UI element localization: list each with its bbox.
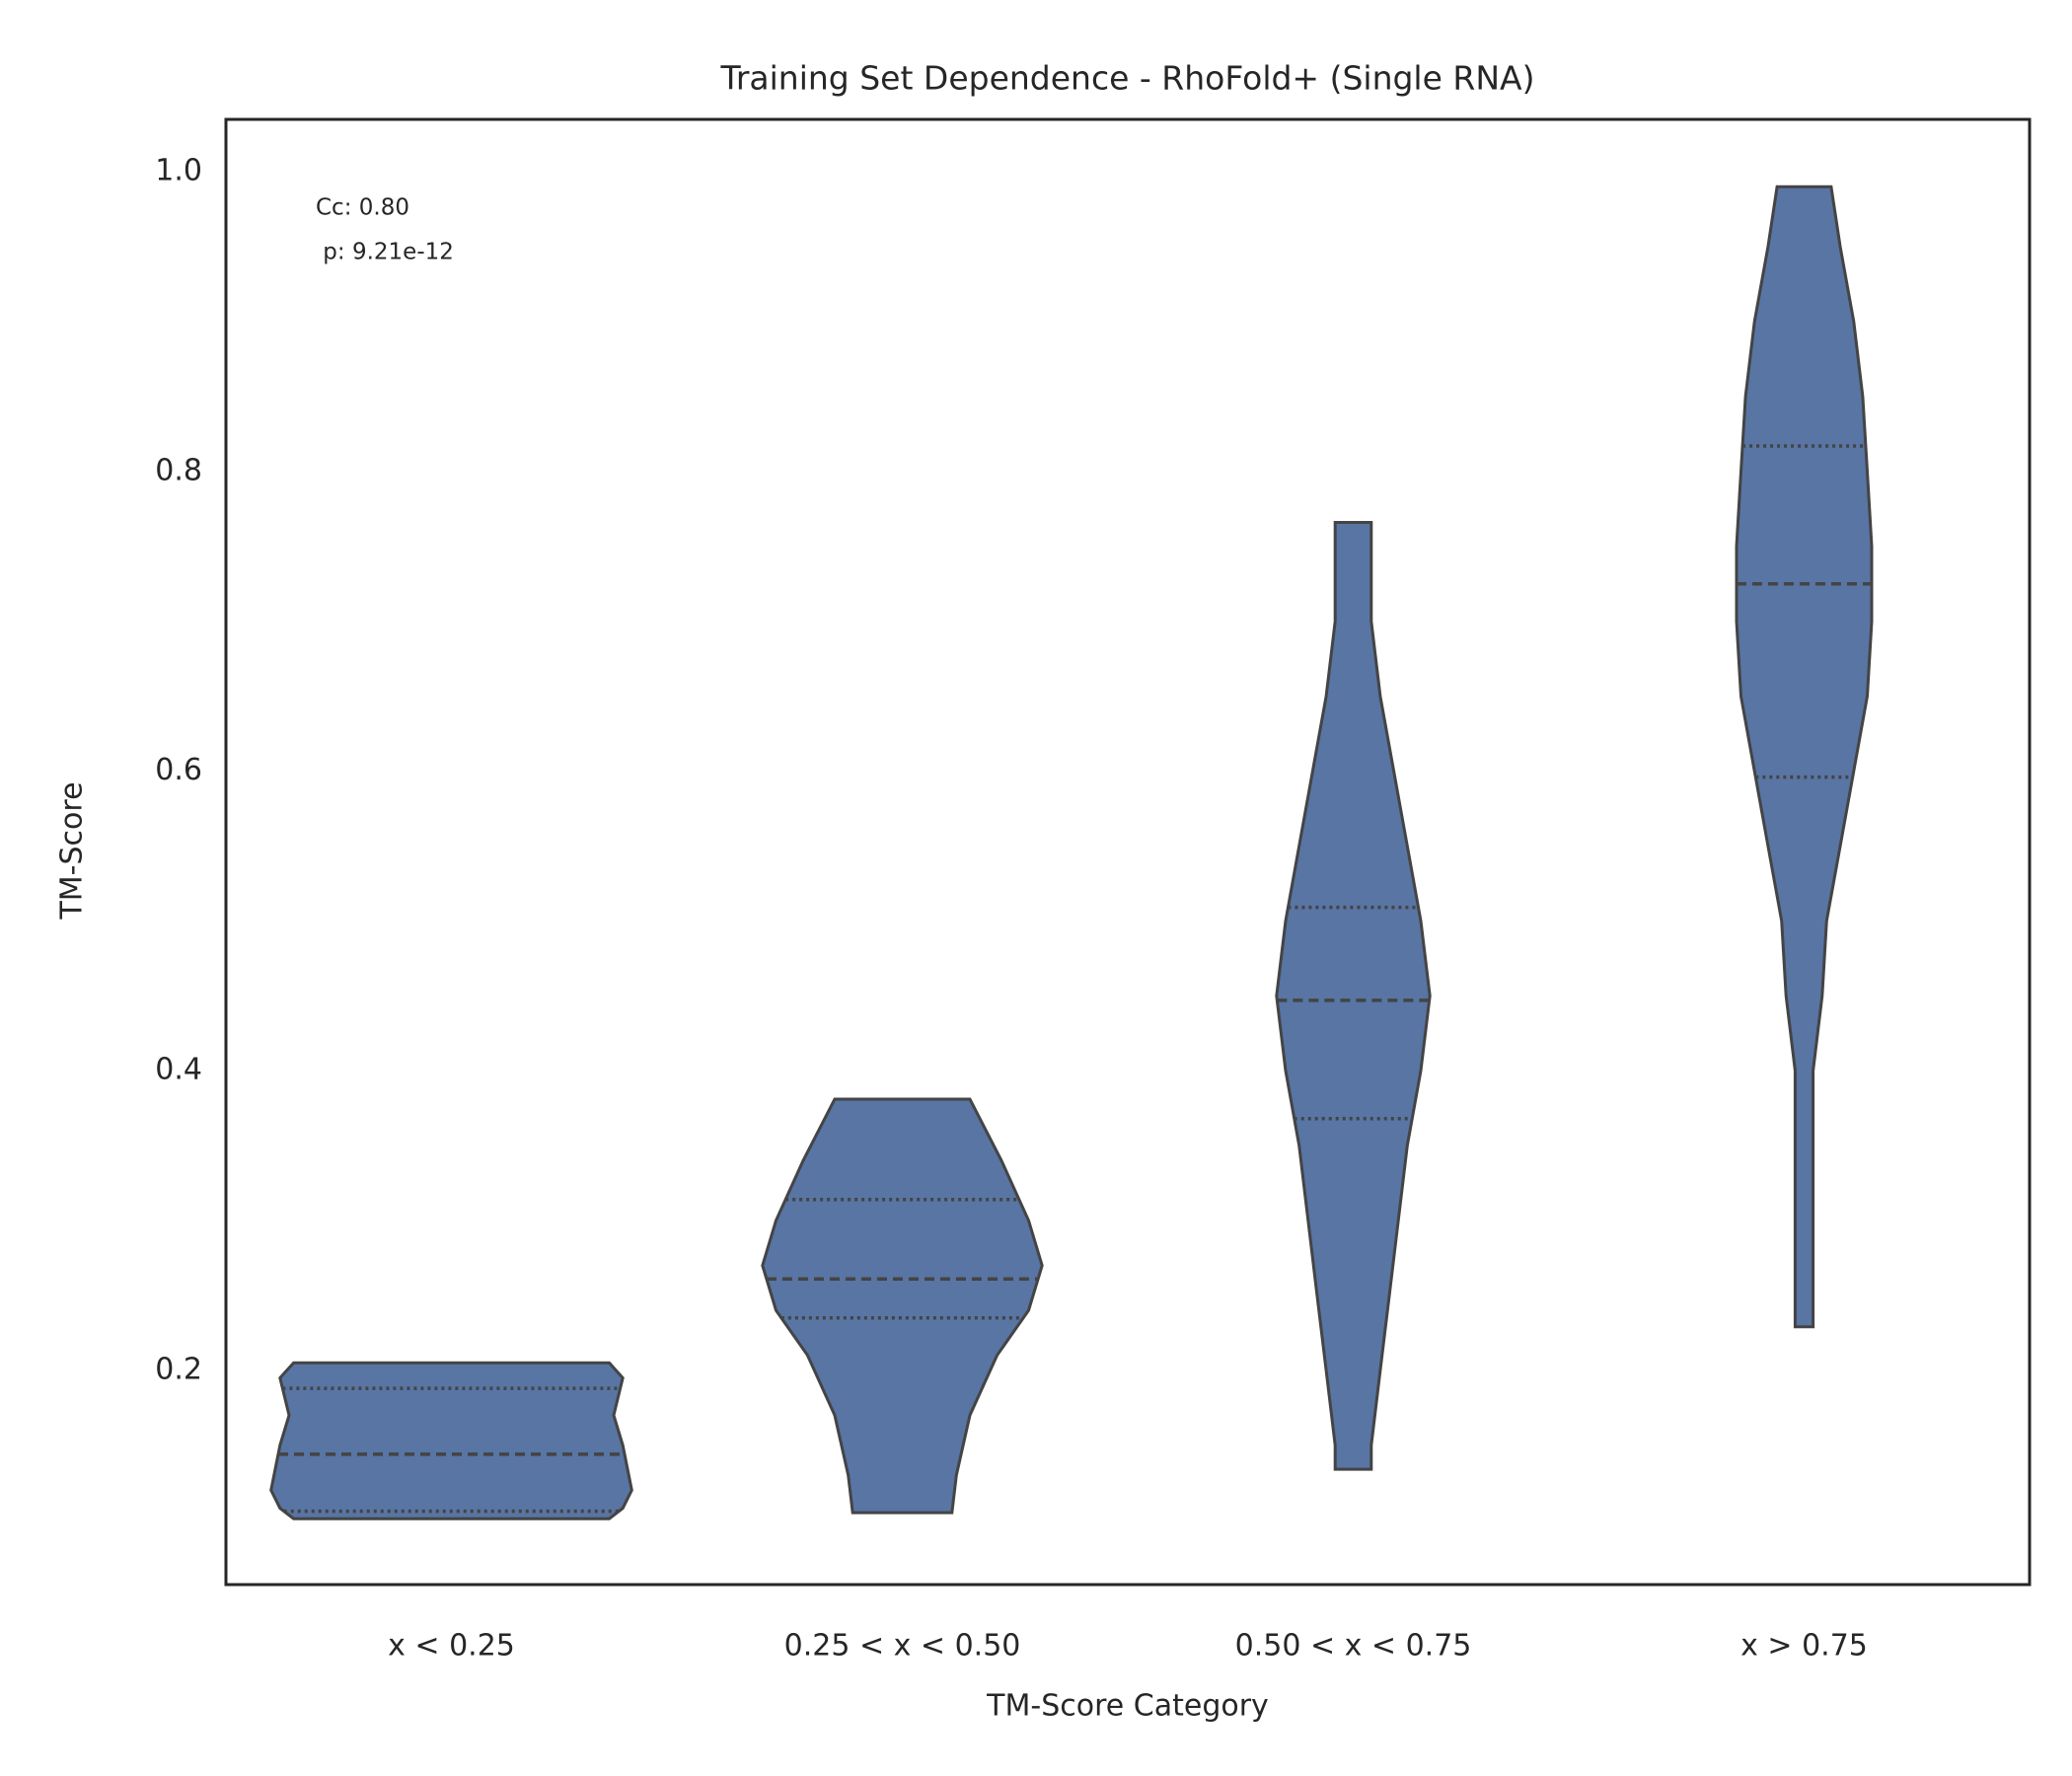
y-tick-label: 0.6 [155,753,202,787]
y-axis-label: TM-Score [55,781,90,920]
x-axis-label: TM-Score Category [986,1689,1269,1724]
x-tick-label: x > 0.75 [1740,1629,1868,1664]
y-tick-label: 1.0 [155,154,202,188]
y-tick-label: 0.4 [155,1053,202,1087]
y-tick-label: 0.8 [155,453,202,487]
x-tick-label: 0.50 < x < 0.75 [1235,1629,1472,1664]
violin-body [761,1097,1044,1515]
x-tick-label: 0.25 < x < 0.50 [784,1629,1021,1664]
violin-body [1275,521,1432,1471]
violin-body [269,1361,633,1520]
annotation: p: 9.21e-12 [316,240,454,265]
violin-body [1735,185,1874,1329]
chart-title: Training Set Dependence - RhoFold+ (Sing… [720,59,1535,98]
annotation: Cc: 0.80 [316,195,409,221]
plot-frame [224,117,2032,1587]
y-tick-label: 0.2 [155,1352,202,1386]
x-tick-label: x < 0.25 [388,1629,515,1664]
